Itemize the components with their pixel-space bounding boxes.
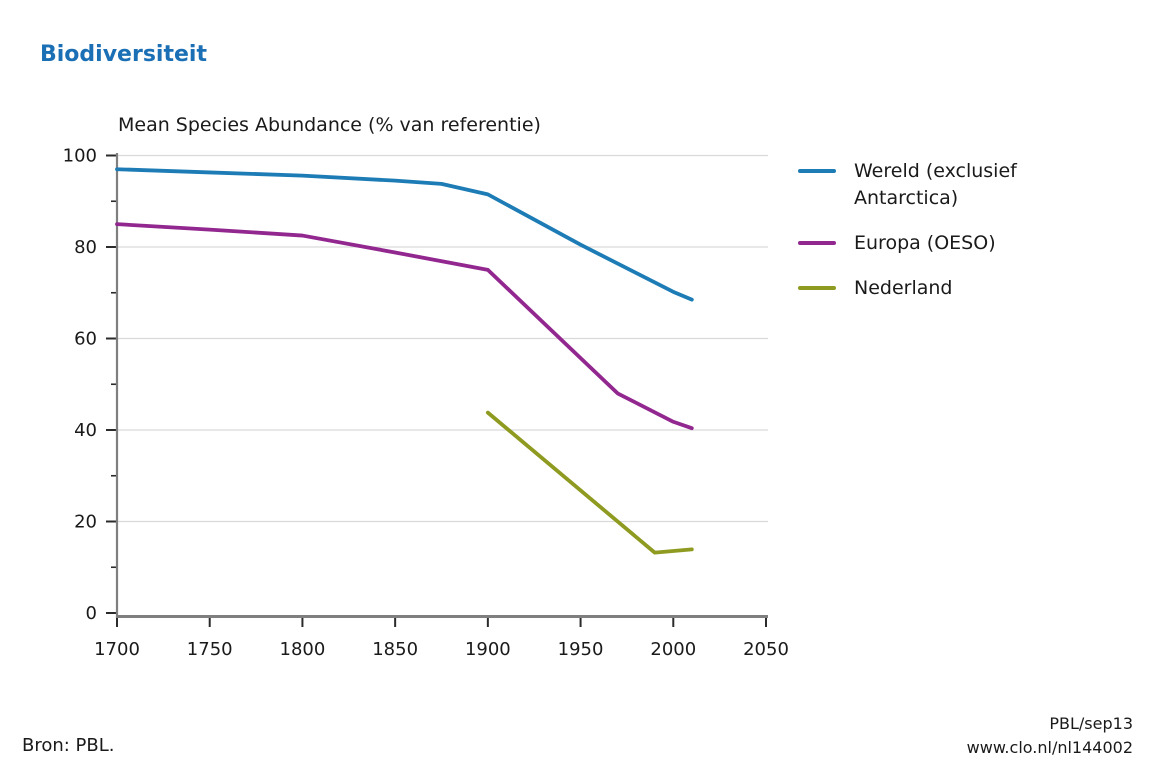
credit-publisher: PBL/sep13 <box>1049 714 1133 733</box>
x-tick-label: 2050 <box>743 639 789 660</box>
legend-swatch <box>798 169 836 173</box>
x-tick-label: 1750 <box>187 639 233 660</box>
x-tick-label: 1800 <box>280 639 326 660</box>
legend-swatch <box>798 241 836 245</box>
legend-label: Nederland <box>854 277 953 299</box>
y-tick-label: 0 <box>86 603 97 624</box>
credits: PBL/sep13 www.clo.nl/nl144002 <box>967 712 1133 760</box>
chart-legend: Wereld (exclusief Antarctica) Europa (OES… <box>798 158 1098 320</box>
y-tick-label: 60 <box>74 329 97 350</box>
x-tick-label: 1900 <box>465 639 511 660</box>
y-tick-label: 80 <box>74 237 97 258</box>
legend-swatch <box>798 286 836 290</box>
chart-title: Mean Species Abundance (% van referentie… <box>118 114 541 136</box>
y-tick-label: 40 <box>74 420 97 441</box>
legend-item: Nederland <box>798 275 1098 302</box>
legend-label: Wereld (exclusief Antarctica) <box>854 160 1017 209</box>
credit-url: www.clo.nl/nl144002 <box>966 738 1133 757</box>
legend-item: Wereld (exclusief Antarctica) <box>798 158 1098 212</box>
legend-label: Europa (OESO) <box>854 232 996 254</box>
page-title: Biodiversiteit <box>40 42 207 67</box>
x-tick-label: 2000 <box>650 639 696 660</box>
series-line <box>485 410 694 555</box>
x-tick-label: 1950 <box>558 639 604 660</box>
series-line <box>115 222 694 431</box>
legend-item: Europa (OESO) <box>798 230 1098 257</box>
source-note: Bron: PBL. <box>22 735 115 756</box>
x-tick-label: 1700 <box>94 639 140 660</box>
x-tick-label: 1850 <box>372 639 418 660</box>
chart-svg: 0 20 40 60 80 100 1700 1750 1800 1850 1900 1950 2000… <box>63 146 789 661</box>
series-line <box>115 167 694 302</box>
y-tick-label: 100 <box>63 146 97 167</box>
y-tick-label: 20 <box>74 512 97 533</box>
